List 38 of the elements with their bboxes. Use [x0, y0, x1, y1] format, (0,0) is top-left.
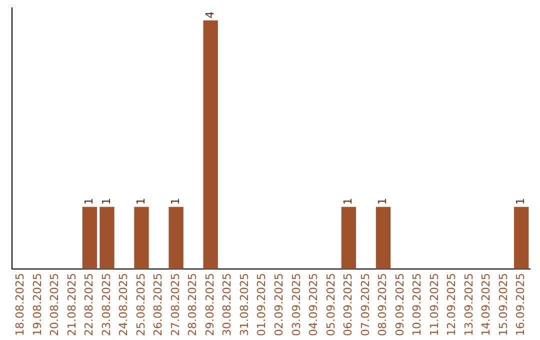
x-tick-label: 09.09.2025 — [393, 273, 406, 336]
x-tick-label: 15.09.2025 — [496, 273, 510, 336]
x-tick-label: 10.09.2025 — [410, 273, 424, 336]
x-tick-label: 07.09.2025 — [358, 273, 372, 336]
x-tick-label: 31.08.2025 — [238, 273, 251, 336]
x-tick-label: 14.09.2025 — [480, 273, 493, 336]
data-label: 1 — [376, 198, 390, 205]
x-tick-label: 02.09.2025 — [272, 273, 286, 336]
x-tick-label: 16.09.2025 — [514, 273, 528, 336]
x-tick-label: 08.09.2025 — [376, 273, 390, 336]
x-tick-label: 29.08.2025 — [203, 273, 216, 336]
x-tick-label: 26.08.2025 — [152, 273, 165, 336]
data-label: 1 — [82, 198, 96, 205]
x-tick-label: 04.09.2025 — [307, 273, 320, 336]
x-tick-label: 21.08.2025 — [65, 273, 78, 336]
data-label: 1 — [100, 198, 113, 205]
x-tick-label: 13.09.2025 — [462, 273, 476, 336]
x-tick-label: 20.08.2025 — [48, 273, 62, 336]
x-tick-label: 05.09.2025 — [324, 273, 338, 336]
x-tick-label: 30.08.2025 — [220, 273, 234, 336]
data-label: 1 — [168, 198, 182, 205]
x-tick-label: 23.08.2025 — [100, 273, 113, 336]
x-tick-label: 24.08.2025 — [117, 273, 130, 336]
data-label: 1 — [134, 198, 148, 205]
x-tick-label: 27.08.2025 — [168, 273, 182, 336]
x-tick-label: 03.09.2025 — [290, 273, 303, 336]
x-tick-label: 22.08.2025 — [82, 273, 96, 336]
data-label: 1 — [342, 198, 355, 205]
x-tick-label: 11.09.2025 — [428, 273, 441, 336]
x-tick-label: 12.09.2025 — [445, 273, 458, 336]
x-tick-label: 06.09.2025 — [342, 273, 355, 336]
x-tick-label: 25.08.2025 — [134, 273, 148, 336]
data-label: 4 — [203, 11, 216, 18]
data-label: 1 — [514, 198, 528, 205]
x-tick-label: 18.08.2025 — [13, 273, 26, 336]
x-tick-label: 19.08.2025 — [30, 273, 44, 336]
x-tick-label: 01.09.2025 — [255, 273, 268, 336]
x-tick-label: 28.08.2025 — [186, 273, 200, 336]
